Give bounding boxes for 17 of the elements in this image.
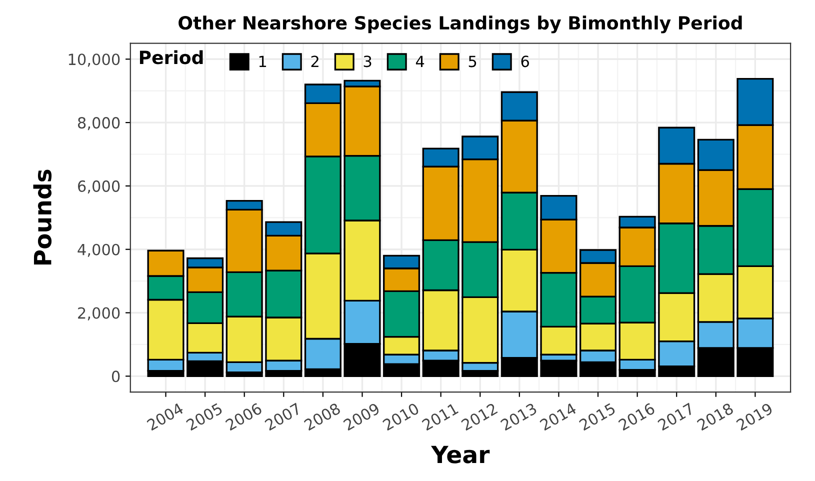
legend-label: 3 [364,56,372,68]
legend-label: 5 [468,56,476,68]
legend-title: Period [140,50,203,64]
legend-label: 2 [311,56,318,67]
y-tick-label: 4,000 [78,244,120,257]
y-tick-label: 2,000 [78,307,120,320]
legend-label: 1 [259,56,266,67]
y-tick-label: 10,000 [68,54,120,67]
y-tick-label: 8,000 [78,117,120,130]
x-axis-title: Year [430,446,490,464]
y-axis-title: Pounds [33,170,52,265]
y-tick-label: 0 [112,370,120,382]
legend-label: 4 [416,56,424,67]
y-tick-label: 6,000 [78,180,120,194]
chart-title: Other Nearshore Species Landings by Bimonthly Period [178,16,742,34]
legend-label: 6 [521,56,529,68]
bar [540,360,578,377]
